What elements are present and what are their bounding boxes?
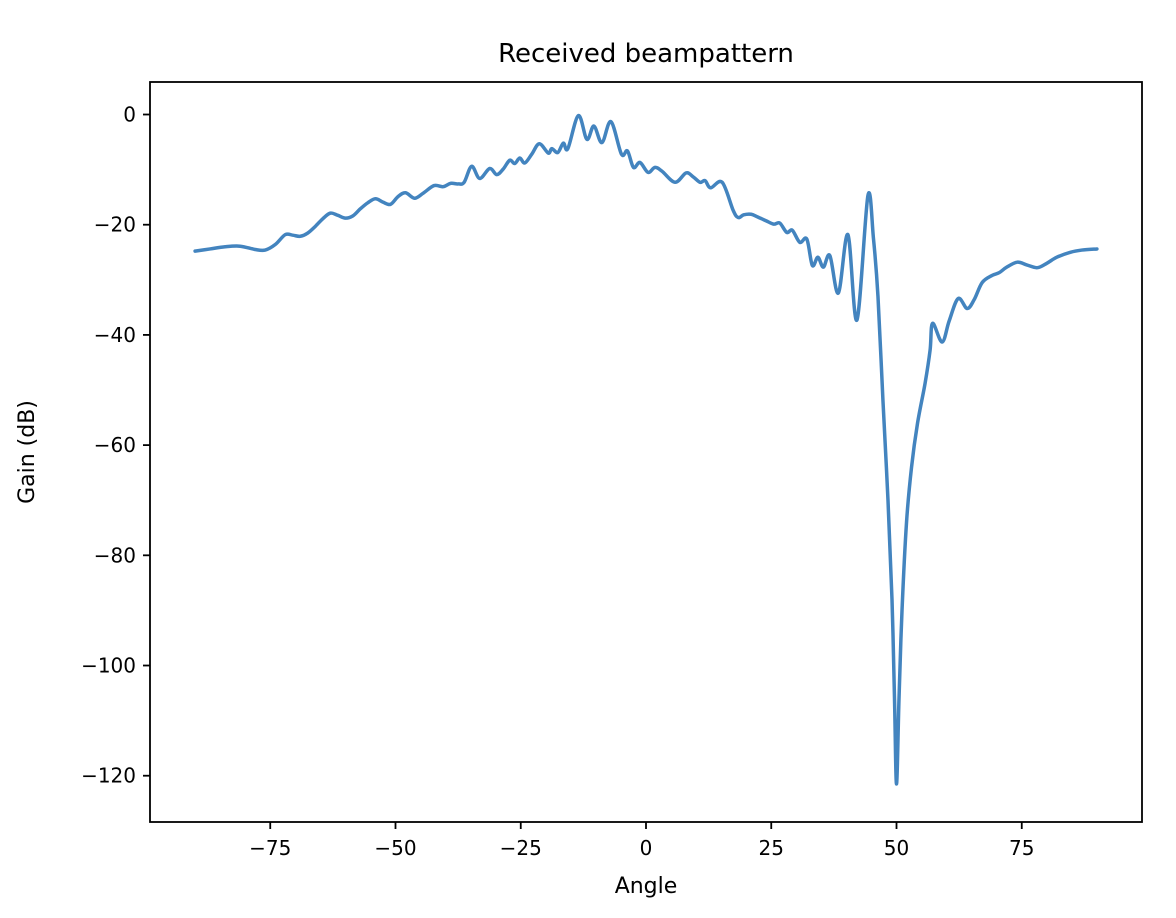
x-tick-label: 75 — [1009, 836, 1034, 860]
y-tick-label: −20 — [94, 213, 136, 237]
x-axis-label: Angle — [614, 874, 678, 899]
received-beampattern-line — [193, 113, 1099, 786]
plot-border — [149, 81, 1143, 823]
y-axis-label: Gain (dB) — [15, 400, 40, 504]
y-tick-label: −100 — [81, 654, 136, 678]
x-tick-label: 25 — [759, 836, 784, 860]
x-tick-label: 0 — [640, 836, 653, 860]
y-tick-label: −40 — [94, 323, 136, 347]
y-tick-label: −60 — [94, 433, 136, 457]
y-tick-label: −120 — [81, 764, 136, 788]
x-tick-label: −75 — [249, 836, 291, 860]
x-tick-label: −50 — [374, 836, 416, 860]
y-tick-label: 0 — [123, 103, 136, 127]
x-tick-label: −25 — [500, 836, 542, 860]
x-tick-label: 50 — [884, 836, 909, 860]
y-tick-label: −80 — [94, 543, 136, 567]
chart-title: Received beampattern — [498, 39, 794, 69]
